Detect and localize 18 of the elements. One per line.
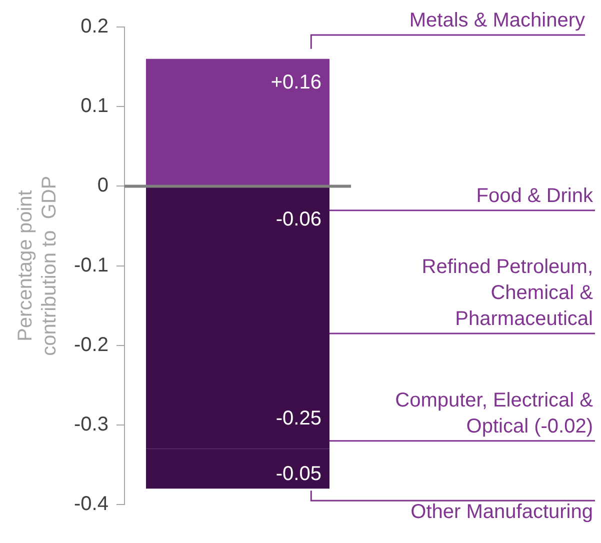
y-tick-label: -0.4 xyxy=(74,493,108,516)
y-tick-label: -0.2 xyxy=(74,334,108,356)
text: Refined Petroleum, Chemical & Pharmaceutical xyxy=(422,256,594,330)
y-tick-label: -0.3 xyxy=(74,414,108,436)
y-axis-title: Percentage point contribution to GDP xyxy=(14,176,61,356)
text: Metals & Machinery xyxy=(409,10,585,32)
data-label: -0.05 xyxy=(276,463,322,486)
text: Food & Drink xyxy=(476,184,594,207)
y-tick-label: 0.2 xyxy=(80,16,108,38)
data-label: -0.25 xyxy=(276,407,322,430)
y-tick-label: 0 xyxy=(97,174,108,197)
text: Other Manufacturing xyxy=(410,501,593,524)
text: Computer, Electrical & Optical (-0.02) xyxy=(395,389,594,438)
y-tick-label: -0.1 xyxy=(74,254,108,276)
y-tick-label: 0.1 xyxy=(80,95,108,118)
data-label: +0.16 xyxy=(270,71,322,94)
data-label: -0.06 xyxy=(276,208,322,230)
bar xyxy=(146,58,330,186)
